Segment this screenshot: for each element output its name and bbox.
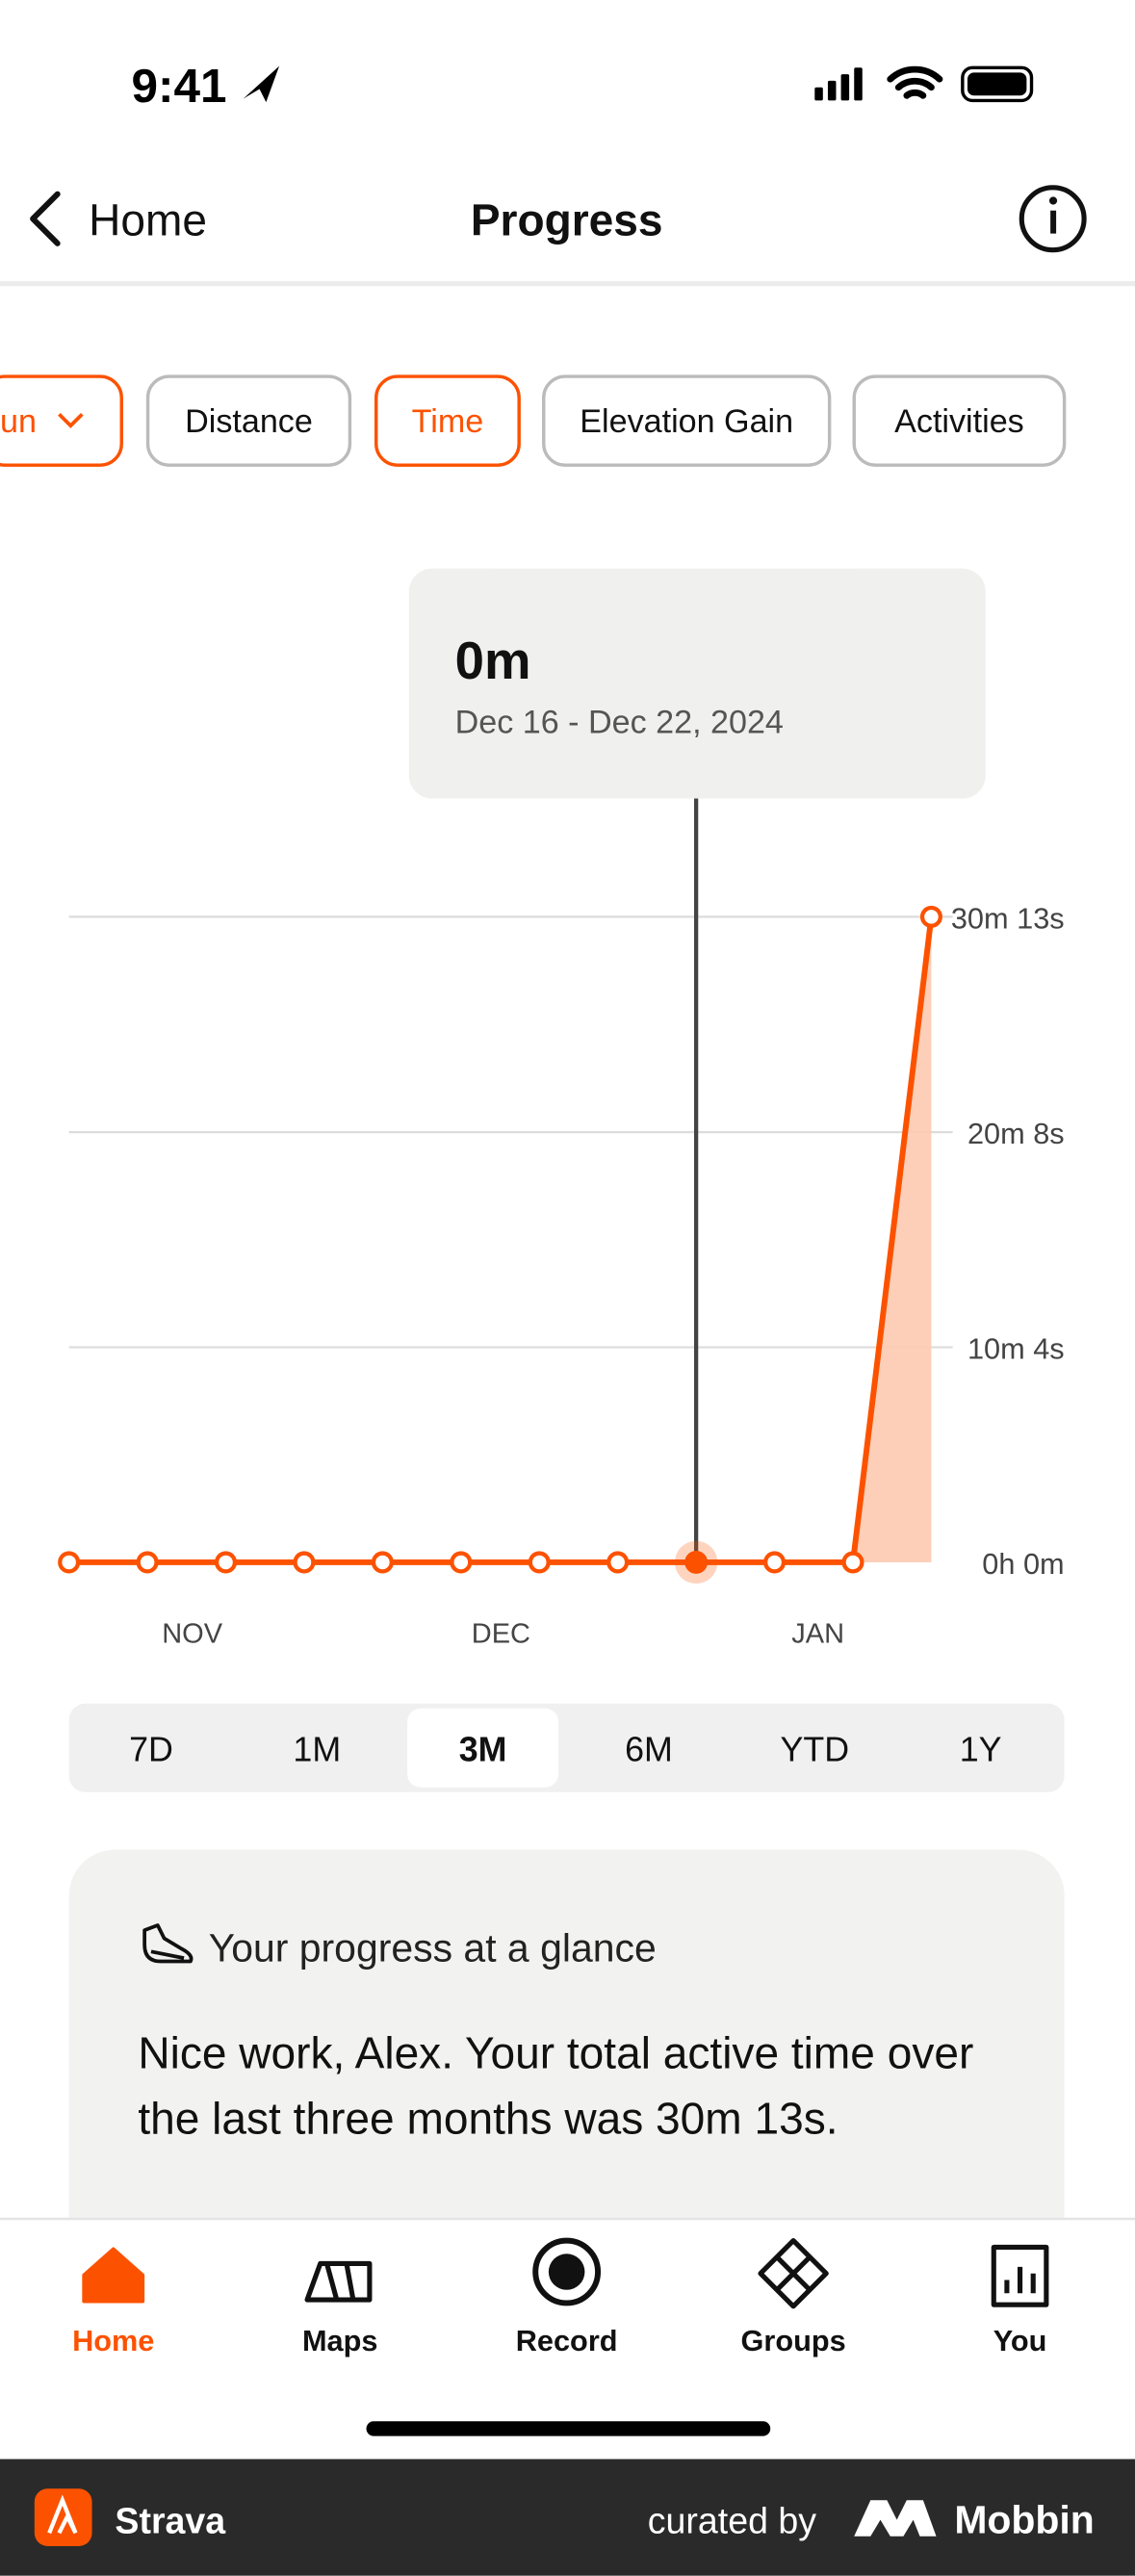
tab-label[interactable]: Home	[72, 2324, 154, 2357]
tab-icon[interactable]	[532, 2237, 602, 2306]
wifi-icon	[887, 65, 943, 99]
footer-curated: curated by	[648, 2500, 816, 2540]
home-indicator	[366, 2421, 771, 2436]
point[interactable]	[684, 1550, 709, 1574]
tooltip-date: Dec 16 - Dec 22, 2024	[455, 704, 784, 740]
filter-chip-label[interactable]: Elevation Gain	[580, 403, 793, 440]
tab-icon-dot[interactable]	[548, 2254, 585, 2290]
footer	[0, 2459, 1135, 2576]
signal-icon	[814, 67, 863, 101]
area	[68, 916, 932, 1562]
x-tick-label: JAN	[791, 1619, 844, 1650]
info-dot[interactable]	[1048, 196, 1058, 205]
point[interactable]	[450, 1551, 473, 1574]
tooltip-value: 0m	[455, 631, 531, 690]
shoe-icon	[142, 1923, 193, 1964]
tab-label[interactable]: Maps	[302, 2324, 377, 2357]
range-tabs: 7D 1M 3M 6M YTD 1Y	[129, 1708, 1002, 1788]
point[interactable]	[763, 1551, 787, 1574]
tab-label[interactable]: You	[993, 2324, 1047, 2357]
range-tab[interactable]: 7D	[129, 1730, 173, 1768]
range-tab[interactable]: 1Y	[960, 1730, 1002, 1768]
strava-logo-mark	[47, 2494, 78, 2535]
filter-chip-chevron[interactable]	[58, 412, 84, 428]
card-body-box: Nice work, Alex. Your total active time …	[138, 2028, 974, 2144]
range-tab[interactable]: 1M	[293, 1730, 341, 1768]
x-tick-label: DEC	[472, 1619, 530, 1650]
back-label[interactable]: Home	[89, 194, 207, 245]
info-stem[interactable]	[1050, 210, 1057, 234]
mobbin-logo	[854, 2500, 937, 2537]
y-tick-label: 0h 0m	[982, 1547, 1064, 1581]
tab-icon[interactable]	[82, 2247, 145, 2304]
filter-chip[interactable]	[374, 374, 521, 467]
card-body: Nice work, Alex. Your total active time …	[138, 2028, 974, 2144]
tab-icon[interactable]	[991, 2244, 1049, 2307]
tab-label[interactable]: Record	[516, 2324, 618, 2357]
point[interactable]	[215, 1551, 238, 1574]
filter-chip-label[interactable]: Time	[412, 403, 484, 440]
y-tick-label: 10m 4s	[967, 1331, 1065, 1365]
filter-chip-label[interactable]: un	[0, 403, 37, 440]
point[interactable]	[528, 1551, 551, 1574]
filter-chip[interactable]	[542, 374, 832, 467]
footer-app: Strava	[115, 2500, 226, 2540]
tab-items: Home Maps Record Groups You	[72, 2237, 1049, 2357]
tab-label[interactable]: Groups	[741, 2324, 846, 2357]
point[interactable]	[136, 1551, 159, 1574]
range-tab[interactable]: 6M	[625, 1730, 673, 1768]
nav-divider	[0, 281, 1135, 287]
filter-chip[interactable]	[852, 374, 1067, 467]
battery-level	[967, 72, 1027, 96]
range-tab[interactable]: YTD	[780, 1730, 849, 1768]
point[interactable]	[58, 1551, 81, 1574]
filter-chips: un Distance Time Elevation Gain Activities	[0, 374, 1067, 467]
tab-icon[interactable]	[758, 2238, 829, 2309]
back-chevron[interactable]	[30, 191, 61, 246]
line	[68, 916, 935, 1565]
tab-bar-border	[0, 2217, 1135, 2221]
filter-chip[interactable]	[145, 374, 352, 467]
y-tick-label: 30m 13s	[951, 901, 1065, 935]
point[interactable]	[606, 1551, 630, 1574]
point[interactable]	[371, 1551, 394, 1574]
point[interactable]	[841, 1551, 864, 1574]
card-title: Your progress at a glance	[209, 1926, 657, 1971]
filter-chip-label[interactable]: Distance	[185, 403, 313, 440]
tooltip	[408, 568, 986, 799]
info-button[interactable]	[1019, 185, 1087, 253]
filter-chip[interactable]	[0, 374, 123, 467]
range-track	[68, 1703, 1065, 1792]
point[interactable]	[293, 1551, 316, 1574]
chart: 0h 0m 10m 4s 20m 8s 30m 13s NOV DEC JAN 0m Dec 1…	[58, 568, 1065, 1650]
filter-chip-label[interactable]: Activities	[894, 403, 1024, 440]
tab-icon[interactable]	[304, 2260, 373, 2303]
x-tick-label: NOV	[162, 1619, 223, 1650]
status-time: 9:41	[131, 60, 226, 113]
footer-brand: Mobbin	[954, 2497, 1095, 2541]
range-selected-bg[interactable]	[407, 1708, 559, 1788]
location-icon	[243, 65, 280, 103]
point[interactable]	[919, 905, 942, 928]
back-button[interactable]: Home	[30, 191, 207, 246]
info-circle[interactable]	[1019, 185, 1087, 253]
nav-title: Progress	[471, 194, 663, 245]
y-tick-label: 20m 8s	[967, 1117, 1065, 1150]
range-tab[interactable]: 3M	[459, 1730, 507, 1768]
battery-icon	[961, 65, 1034, 103]
